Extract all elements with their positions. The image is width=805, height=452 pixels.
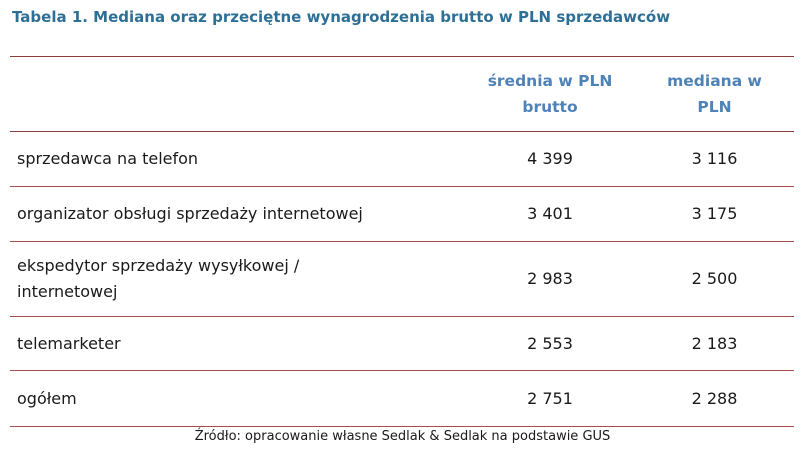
header-median: mediana w PLN <box>635 56 794 132</box>
row-mean: 2 983 <box>465 241 635 317</box>
row-label: organizator obsługi sprzedaży internetow… <box>10 186 465 242</box>
table-row: ekspedytor sprzedaży wysyłkowej / intern… <box>10 241 794 317</box>
salary-table: średnia w PLN brutto mediana w PLN sprze… <box>10 56 794 427</box>
header-mean: średnia w PLN brutto <box>465 56 635 132</box>
row-mean: 3 401 <box>465 186 635 242</box>
header-mean-line-1: średnia w PLN <box>487 72 613 90</box>
row-mean: 2 751 <box>465 370 635 427</box>
row-label: telemarketer <box>10 316 465 371</box>
row-label-line-2: internetowej <box>17 282 118 301</box>
source-note: Źródło: opracowanie własne Sedlak & Sedl… <box>194 429 611 444</box>
table-header-row: średnia w PLN brutto mediana w PLN <box>10 56 794 132</box>
table-row: sprzedawca na telefon 4 399 3 116 <box>10 131 794 187</box>
row-median: 3 175 <box>635 186 794 242</box>
row-label: ekspedytor sprzedaży wysyłkowej / intern… <box>10 241 465 317</box>
row-mean: 2 553 <box>465 316 635 371</box>
row-label: sprzedawca na telefon <box>10 131 465 187</box>
row-median: 3 116 <box>635 131 794 187</box>
row-median: 2 183 <box>635 316 794 371</box>
header-median-line-2: PLN <box>697 98 732 116</box>
table-title: Tabela 1. Mediana oraz przeciętne wynagr… <box>12 8 671 26</box>
header-label-column <box>10 56 465 132</box>
table-row: organizator obsługi sprzedaży internetow… <box>10 186 794 242</box>
row-median: 2 500 <box>635 241 794 317</box>
header-mean-line-2: brutto <box>522 98 578 116</box>
table-row: telemarketer 2 553 2 183 <box>10 316 794 371</box>
row-median: 2 288 <box>635 370 794 427</box>
table-row: ogółem 2 751 2 288 <box>10 370 794 427</box>
row-mean: 4 399 <box>465 131 635 187</box>
header-median-line-1: mediana w <box>667 72 762 90</box>
row-label: ogółem <box>10 370 465 427</box>
row-label-line-1: ekspedytor sprzedaży wysyłkowej / <box>17 256 300 275</box>
